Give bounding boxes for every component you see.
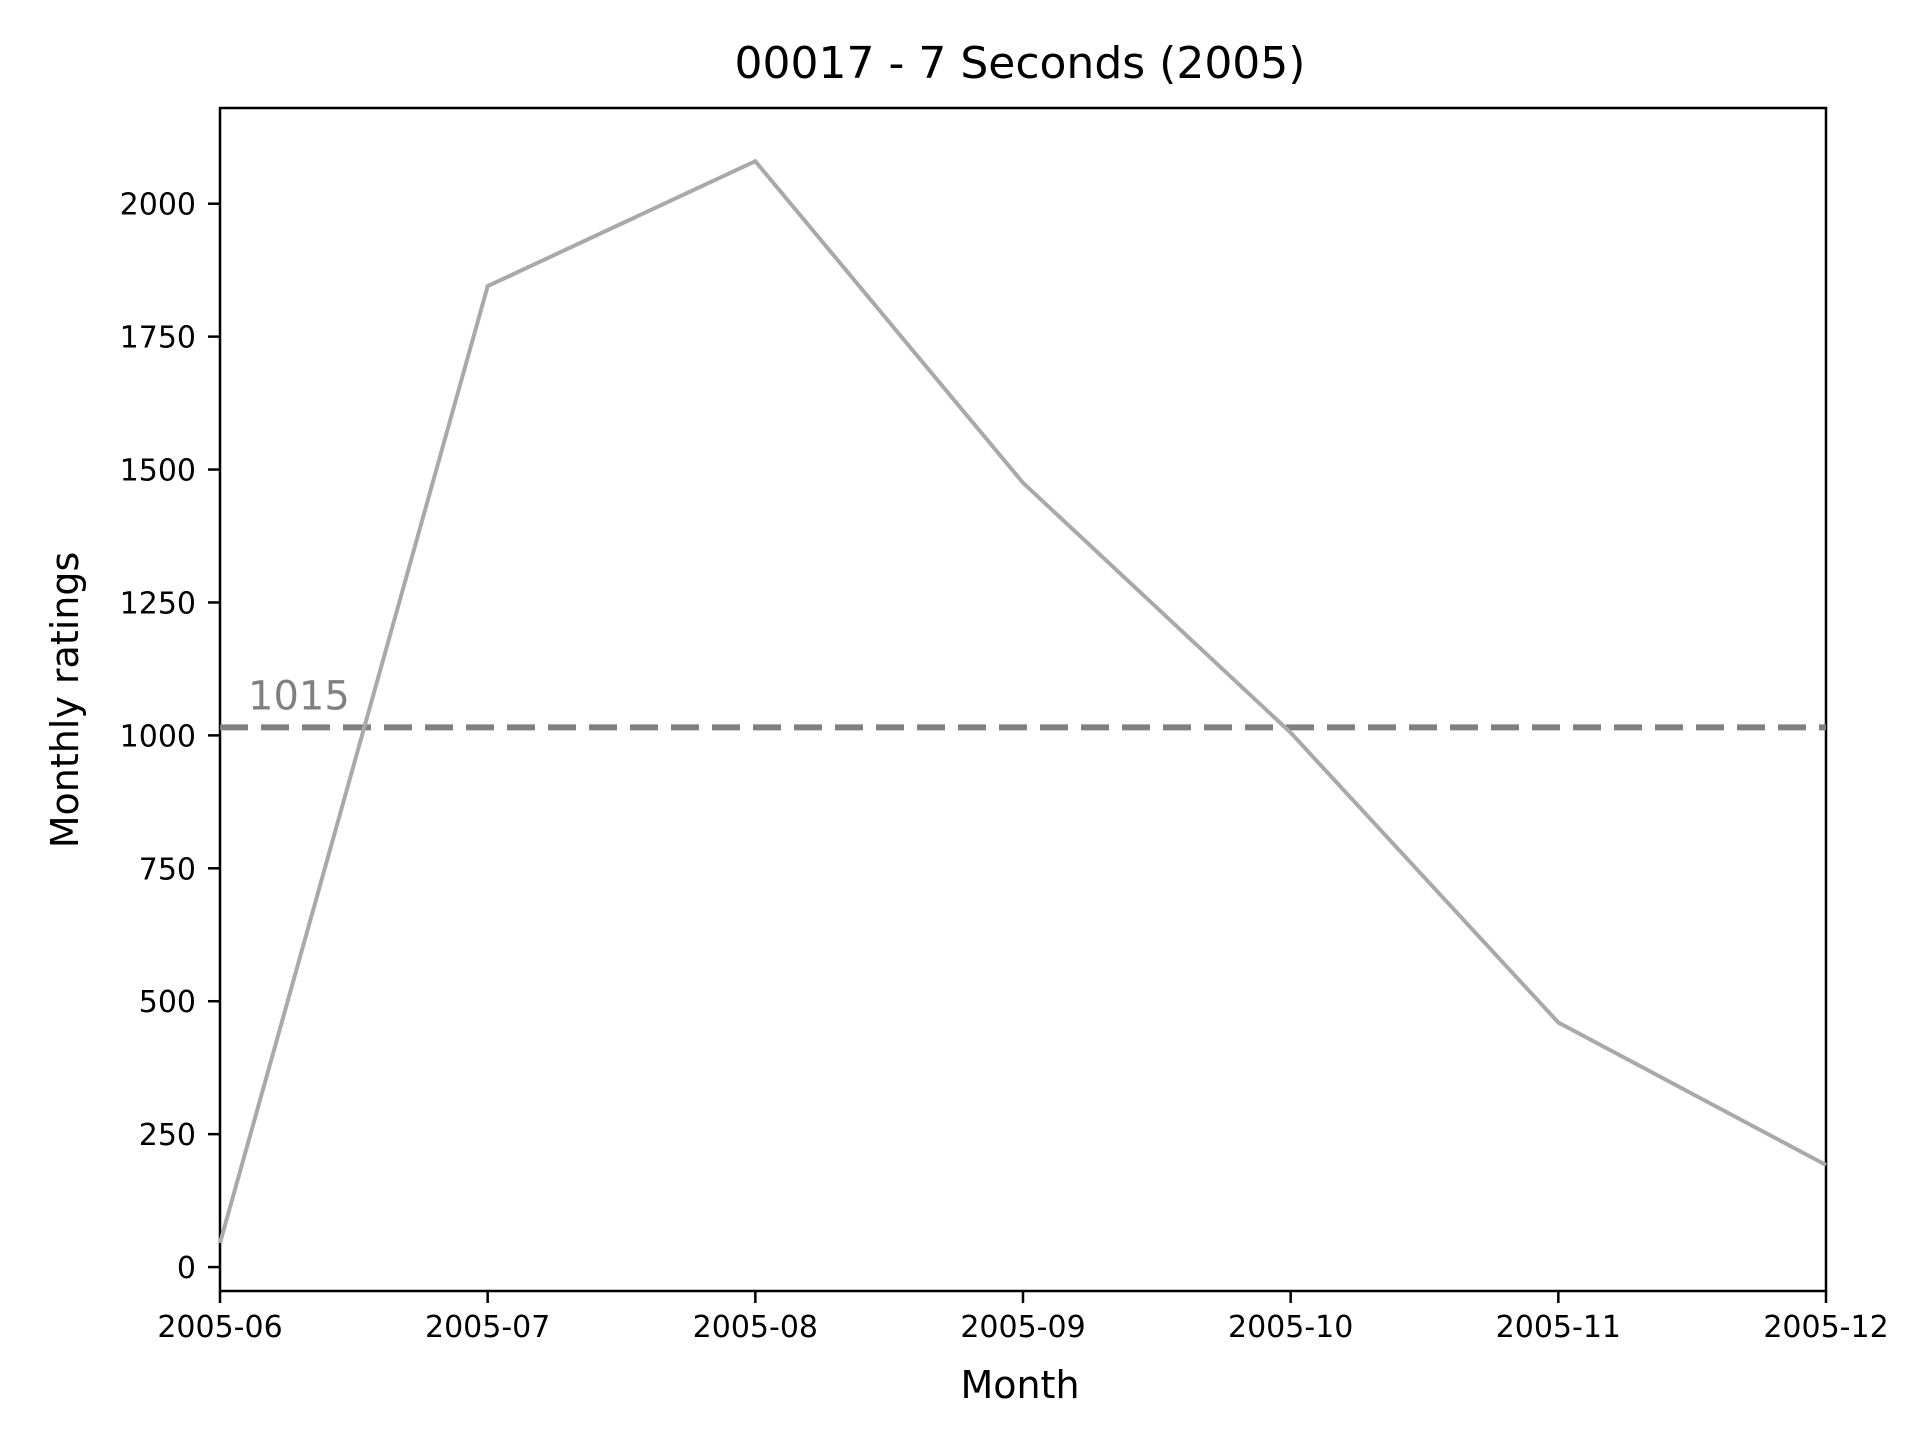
y-tick-label: 1250 xyxy=(120,586,196,621)
x-tick-label: 2005-11 xyxy=(1496,1310,1621,1345)
y-tick-label: 1000 xyxy=(120,719,196,754)
y-axis-label: Monthly ratings xyxy=(43,552,87,849)
x-tick-label: 2005-10 xyxy=(1228,1310,1353,1345)
x-tick-label: 2005-06 xyxy=(157,1310,282,1345)
y-tick-label: 2000 xyxy=(120,188,196,223)
x-axis-label: Month xyxy=(960,1363,1079,1407)
x-tick-label: 2005-12 xyxy=(1763,1310,1888,1345)
chart-title: 00017 - 7 Seconds (2005) xyxy=(735,38,1306,89)
plot-frame xyxy=(218,106,1828,1293)
reference-line-label: 1015 xyxy=(248,673,350,719)
y-tick-label: 1750 xyxy=(120,321,196,356)
y-tick-label: 0 xyxy=(177,1251,196,1286)
series-line xyxy=(218,158,1827,1244)
x-tick-label: 2005-07 xyxy=(425,1310,550,1345)
y-tick-label: 500 xyxy=(139,985,196,1020)
plot-area: 0 250 500 750 1000 1250 1500 1750 2000 2005-06 200… xyxy=(120,106,1889,1345)
x-tick-label: 2005-09 xyxy=(960,1310,1085,1345)
x-tick-label: 2005-08 xyxy=(693,1310,818,1345)
y-tick-label: 250 xyxy=(139,1118,196,1153)
y-tick-label: 1500 xyxy=(120,454,196,489)
y-tick-label: 750 xyxy=(139,852,196,887)
